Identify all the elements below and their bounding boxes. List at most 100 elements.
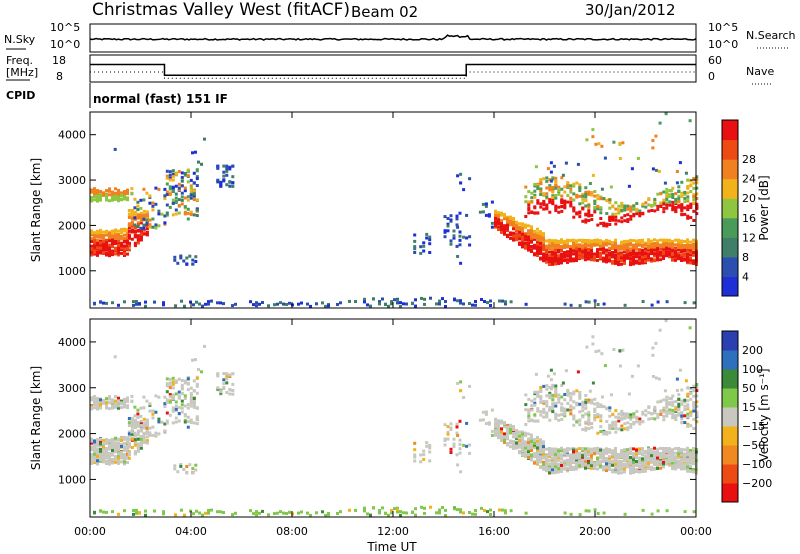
range-cell <box>665 246 668 250</box>
range-cell <box>136 422 140 426</box>
beam-title: Beam 02 <box>351 3 418 21</box>
range-cell <box>165 377 169 381</box>
range-cell <box>99 437 102 441</box>
range-cell <box>545 462 548 466</box>
power-panel-frame <box>89 111 697 309</box>
range-cell <box>677 205 681 209</box>
range-cell <box>578 186 582 190</box>
range-cell <box>90 188 93 192</box>
range-cell <box>449 422 453 426</box>
range-cell <box>142 406 146 410</box>
range-cell <box>530 231 533 235</box>
range-cell <box>638 256 641 260</box>
range-cell <box>605 407 609 411</box>
range-cell <box>139 215 143 219</box>
range-cell <box>560 201 564 205</box>
range-cell <box>186 174 190 178</box>
range-cell <box>617 459 620 463</box>
range-cell <box>545 400 549 404</box>
range-cell <box>587 456 590 460</box>
colorbar-segment <box>722 256 738 277</box>
range-cell <box>93 450 96 454</box>
range-cell <box>142 223 146 227</box>
range-cell <box>584 245 587 249</box>
range-cell <box>593 397 597 401</box>
range-cell <box>168 393 172 397</box>
range-cell <box>509 223 512 227</box>
range-cell <box>171 394 175 398</box>
range-cell <box>605 457 608 460</box>
range-cell <box>456 434 460 437</box>
range-cell <box>189 213 193 216</box>
range-cell <box>99 456 102 459</box>
range-cell <box>123 247 126 251</box>
range-cell <box>569 190 573 194</box>
range-cell <box>614 261 617 265</box>
range-cell <box>183 196 187 200</box>
range-cell <box>192 421 196 425</box>
range-cell <box>180 202 184 206</box>
range-cell <box>599 430 603 434</box>
range-cell <box>93 192 96 196</box>
range-cell <box>96 250 99 254</box>
range-cell <box>554 186 558 190</box>
range-cell <box>458 438 462 442</box>
range-cell <box>527 441 530 445</box>
range-cell <box>674 254 677 258</box>
range-cell <box>662 450 665 454</box>
range-cell <box>641 457 644 461</box>
range-cell <box>133 244 137 248</box>
ytick-label: 1000 <box>58 265 86 278</box>
range-cell <box>593 402 597 406</box>
range-cell <box>148 223 152 227</box>
range-cell <box>542 440 545 444</box>
range-cell <box>554 392 558 396</box>
range-cell <box>575 420 579 424</box>
range-cell <box>566 388 570 392</box>
range-cell <box>626 207 630 211</box>
range-cell <box>581 464 584 468</box>
range-cell <box>422 249 426 253</box>
range-cell <box>117 404 120 408</box>
range-cell <box>566 469 569 473</box>
range-cell <box>177 188 181 192</box>
range-cell <box>186 415 190 419</box>
range-cell <box>659 446 662 450</box>
range-cell <box>114 187 117 191</box>
range-cell <box>539 456 542 459</box>
range-cell <box>554 184 558 188</box>
range-cell <box>545 456 548 460</box>
range-cell <box>656 447 659 451</box>
range-cell <box>695 205 699 209</box>
range-cell <box>557 458 560 462</box>
range-cell <box>108 199 111 203</box>
range-cell <box>587 300 591 304</box>
range-cell <box>133 414 137 418</box>
range-cell <box>515 227 518 231</box>
range-cell <box>102 244 105 248</box>
range-cell <box>539 247 542 251</box>
range-cell <box>566 463 569 467</box>
range-cell <box>533 443 536 447</box>
range-cell <box>93 301 96 305</box>
range-cell <box>650 248 653 252</box>
range-cell <box>174 420 178 424</box>
range-cell <box>111 198 114 202</box>
range-cell <box>560 249 563 253</box>
range-cell <box>614 409 618 413</box>
range-cell <box>165 400 169 404</box>
range-cell <box>456 463 460 467</box>
range-cell <box>90 196 93 200</box>
range-cell <box>635 415 639 419</box>
range-cell <box>647 450 650 453</box>
range-cell <box>102 191 105 195</box>
range-cell <box>656 450 659 454</box>
range-cell <box>584 251 587 255</box>
range-cell <box>136 412 140 416</box>
range-cell <box>536 441 539 445</box>
range-cell <box>551 465 554 469</box>
range-cell <box>623 219 627 223</box>
range-cell <box>569 252 572 256</box>
range-cell <box>599 240 602 244</box>
range-cell <box>626 426 630 430</box>
